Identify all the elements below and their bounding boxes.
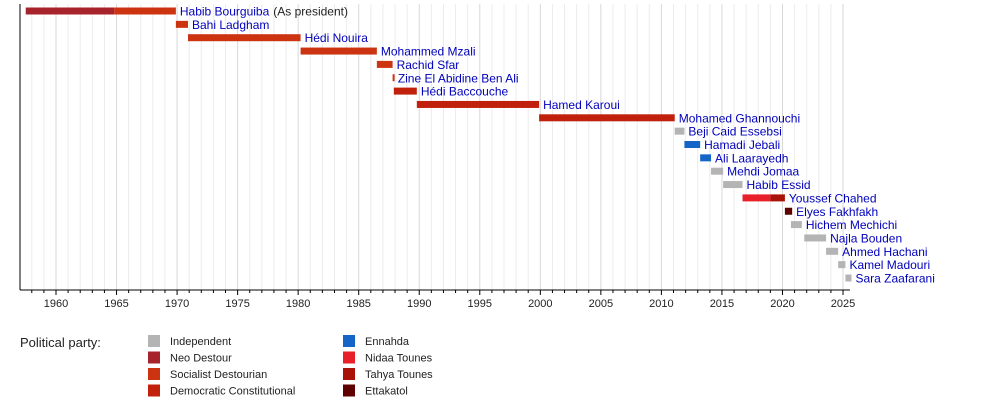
pm-name-label: Hamed Karoui	[543, 98, 620, 112]
term-bar	[700, 154, 712, 162]
pm-name-label: Hamadi Jebali	[704, 138, 780, 152]
term-bar	[742, 194, 771, 202]
x-tick-label: 1960	[44, 298, 68, 310]
legend-label: Neo Destour	[170, 353, 232, 365]
pm-name-label: Hédi Nouira	[305, 31, 369, 45]
term-bar	[790, 221, 802, 229]
term-bar	[25, 7, 115, 15]
pm-name-label: Sara Zaafarani	[855, 272, 934, 286]
x-tick-label: 1990	[407, 298, 431, 310]
pm-name-label: Najla Bouden	[830, 231, 902, 245]
term-bar	[784, 207, 793, 215]
term-bar	[804, 234, 827, 242]
legend-label: Nidaa Tounes	[365, 353, 433, 365]
pm-name-label: Beji Caid Essebsi	[688, 125, 781, 139]
x-tick-label: 1975	[225, 298, 249, 310]
pm-name-label: Bahi Ladgham	[192, 18, 269, 32]
pm-note-label: (As president)	[273, 5, 348, 19]
legend-swatch	[343, 335, 355, 347]
term-bar	[392, 74, 395, 82]
legend-swatch	[343, 368, 355, 380]
pm-name-label: Kamel Madouri	[849, 258, 930, 272]
legend-label: Ettakatol	[365, 386, 408, 398]
term-bar	[416, 100, 540, 108]
legend-swatch	[343, 384, 355, 397]
x-tick-label: 1965	[104, 298, 128, 310]
term-bar	[674, 127, 685, 135]
term-bar	[175, 20, 188, 28]
term-bar	[539, 114, 675, 122]
x-tick-label: 1980	[286, 298, 310, 310]
pm-name-label: Mohammed Mzali	[381, 45, 476, 59]
x-axis: 1960 1965 1970 1975 1980 1985 1990 1995 2000 2005…	[19, 4, 855, 310]
legend: Political party: Independent Neo Destour S…	[20, 335, 433, 398]
legend-title: Political party:	[20, 335, 101, 350]
x-tick-label: 2010	[649, 298, 673, 310]
pm-name-label: Hédi Baccouche	[421, 85, 509, 99]
term-bar	[300, 47, 377, 55]
term-bar	[845, 274, 852, 282]
legend-label: Tahya Tounes	[365, 369, 433, 381]
legend-swatch	[343, 351, 355, 364]
term-bar	[187, 34, 301, 42]
term-bar	[114, 7, 176, 15]
pm-name-label: Zine El Abidine Ben Ali	[398, 71, 519, 85]
x-tick-label: 2015	[710, 298, 734, 310]
pm-name-label: Rachid Sfar	[397, 58, 460, 72]
term-bar	[826, 247, 839, 255]
pm-name-label: Habib Essid	[747, 178, 811, 192]
legend-swatch	[148, 384, 160, 397]
x-tick-label: 1970	[165, 298, 189, 310]
term-bar	[393, 87, 417, 95]
pm-name-label: Ali Laarayedh	[715, 151, 788, 165]
term-bar	[684, 141, 701, 148]
bars: Habib Bourguiba (As president) Bahi Ladgha…	[25, 5, 935, 286]
x-tick-label: 2000	[528, 298, 552, 310]
pm-name-label: Mehdi Jomaa	[727, 165, 799, 179]
term-bar	[838, 261, 846, 269]
legend-label: Ennahda	[365, 336, 410, 348]
legend-swatch	[148, 368, 160, 380]
x-tick-label: 1985	[346, 298, 370, 310]
pm-name-label: Ahmed Hachani	[842, 245, 927, 259]
legend-swatch	[148, 351, 160, 364]
pm-name-label: Mohamed Ghannouchi	[679, 111, 800, 125]
legend-swatch	[148, 335, 160, 347]
grid	[31, 4, 844, 290]
legend-label: Socialist Destourian	[170, 369, 267, 381]
x-tick-label: 2025	[831, 298, 855, 310]
legend-label: Independent	[170, 336, 231, 348]
x-tick-label: 1995	[468, 298, 492, 310]
term-bar	[723, 181, 743, 189]
pm-name-label: Habib Bourguiba	[180, 5, 270, 19]
term-bar	[770, 194, 785, 202]
x-tick-label: 2005	[589, 298, 613, 310]
pm-name-label: Elyes Fakhfakh	[796, 205, 878, 219]
x-tick-label: 2020	[770, 298, 794, 310]
pm-name-label: Youssef Chahed	[789, 191, 877, 205]
legend-label: Democratic Constitutional	[170, 386, 295, 398]
term-bar	[711, 167, 724, 175]
term-bar	[376, 60, 393, 68]
pm-name-label: Hichem Mechichi	[806, 218, 897, 232]
